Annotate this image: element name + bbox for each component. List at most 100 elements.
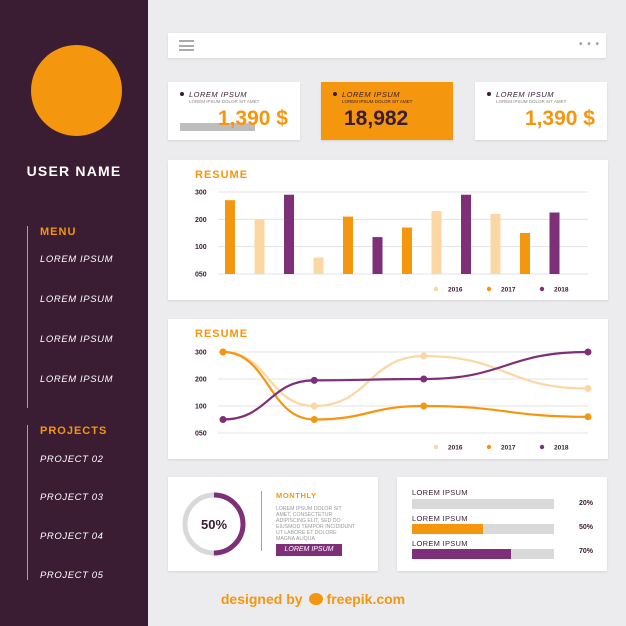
project-item-03[interactable]: PROJECT 03 [40,492,104,503]
menu-title: MENU [40,226,77,238]
data-point [219,416,227,423]
y-tick-label: 200 [195,217,207,224]
project-item-05[interactable]: PROJECT 05 [40,570,104,581]
footer-prefix: designed by [220,591,303,607]
y-tick-label: 050 [195,431,207,438]
footer-brand: freepik.com [326,591,406,607]
y-tick-label: 300 [195,350,207,357]
stat-card-label: LOREM IPSUM [180,90,247,99]
stat-card-2: LOREM IPSUM LOREM IPSUM DOLOR SIT AMET 1… [321,82,453,140]
progress-pct-3: 70% [578,548,593,555]
bar [254,219,265,274]
data-point [219,348,227,356]
menu-item-4[interactable]: LOREM IPSUM [40,374,114,385]
series-line [222,350,589,421]
user-name: USER NAME [26,163,122,179]
donut-progress [182,492,246,556]
bar [490,213,501,274]
menu-item-1[interactable]: LOREM IPSUM [40,254,114,265]
series-line [222,350,589,408]
bar [549,212,560,274]
data-point [584,384,592,392]
progress-track-1 [412,499,554,509]
donut-percent: 50% [200,517,228,532]
bar [402,227,412,274]
menu-item-2[interactable]: LOREM IPSUM [40,294,114,305]
bar-chart: 300 200 100 050 2016 2017 2018 [195,190,588,294]
data-point [310,416,318,423]
progress-pct-1: 20% [578,500,593,507]
monthly-text: LOREM IPSUM DOLOR SIT AMET, CONSECTETUR … [276,506,356,542]
bar [225,200,235,274]
progress-pct-2: 50% [578,524,593,531]
stat-card-3: LOREM IPSUM LOREM IPSUM DOLOR SIT AMET 1… [475,82,607,140]
footer-credit: designed by freepik.com [0,591,626,607]
legend-label: 2016 [448,445,463,452]
bar [431,211,442,274]
freepik-logo-icon [308,593,323,605]
top-bar: • • • [168,33,606,58]
data-point [420,375,428,383]
project-item-04[interactable]: PROJECT 04 [40,531,104,542]
legend-dot [433,444,439,450]
data-point [420,352,428,360]
stat-card-value: 1,390 $ [217,107,288,130]
y-tick-label: 200 [195,377,207,384]
progress-card: LOREM IPSUM 20% LOREM IPSUM 50% LOREM IP… [397,477,607,571]
legend-dot [539,286,545,292]
line-chart: 300 200 100 050 2016 2017 2018 [195,348,592,452]
line-chart-card: RESUME 300 200 100 050 2016 2017 2018 [168,319,608,459]
legend-dot [486,444,492,450]
progress-fill-1 [412,499,441,509]
y-tick-label: 100 [195,244,207,251]
bar [313,257,324,274]
menu-item-3[interactable]: LOREM IPSUM [40,334,114,345]
monthly-button[interactable]: LOREM IPSUM [276,544,342,556]
stat-card-sub: LOREM IPSUM DOLOR SIT AMET [496,99,567,104]
line-chart-title: RESUME [195,328,249,340]
progress-fill-2 [412,524,483,534]
legend-label: 2018 [554,287,569,294]
legend-dot [539,444,545,450]
progress-fill-3 [412,549,512,559]
data-point [584,413,592,421]
donut-chart [182,492,246,556]
progress-label-3: LOREM IPSUM [412,539,468,548]
monthly-title: MONTHLY [276,491,317,500]
stat-card-label: LOREM IPSUM [333,90,400,99]
stat-card-sub: LOREM IPSUM DOLOR SIT AMET [189,99,260,104]
legend-dot [433,286,439,292]
data-point [310,376,318,384]
menu-divider [27,226,28,408]
progress-track-2 [412,524,554,534]
series-line [222,350,589,421]
y-tick-label: 300 [195,190,207,197]
bar-chart-card: RESUME 300 200 100 050 2016 2017 2018 [168,160,608,300]
stat-card-strip [180,123,255,131]
stat-card-1: LOREM IPSUM LOREM IPSUM DOLOR SIT AMET 1… [168,82,300,140]
bar [520,233,530,274]
bar [343,216,353,274]
legend-dot [486,286,492,292]
project-item-02[interactable]: PROJECT 02 [40,454,104,465]
bar-chart-title: RESUME [195,169,249,181]
bar [284,194,294,274]
legend-label: 2016 [448,287,463,294]
more-dots-icon[interactable]: • • • [578,39,600,50]
stat-card-value: 18,982 [344,107,409,130]
progress-track-3 [412,549,554,559]
y-tick-label: 050 [195,272,207,279]
y-tick-label: 100 [195,404,207,411]
monthly-card: 50% MONTHLY LOREM IPSUM DOLOR SIT AMET, … [168,477,378,571]
data-point [420,402,428,410]
monthly-divider [261,491,262,551]
avatar[interactable] [31,45,122,136]
bar [372,237,383,274]
projects-divider [27,425,28,580]
hamburger-icon[interactable] [179,40,194,51]
stat-card-label: LOREM IPSUM [487,90,554,99]
stat-card-value: 1,390 $ [524,107,595,130]
legend-label: 2017 [501,287,516,294]
stat-card-sub: LOREM IPSUM DOLOR SIT AMET [342,99,413,104]
projects-title: PROJECTS [40,425,108,437]
